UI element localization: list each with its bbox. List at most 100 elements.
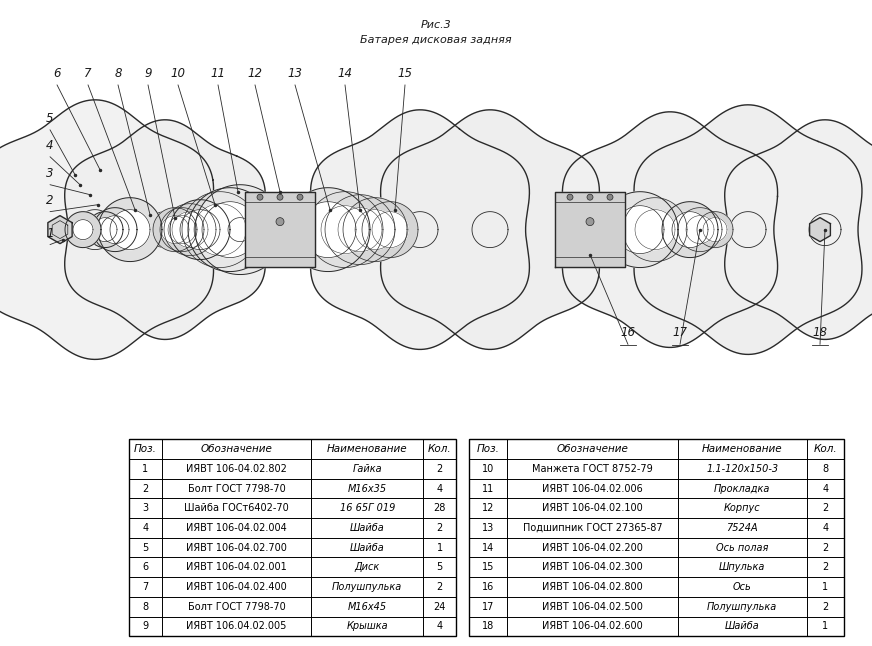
Text: 3: 3 — [46, 167, 54, 180]
Circle shape — [586, 218, 594, 225]
Text: M16x35: M16x35 — [348, 484, 387, 494]
Text: 2: 2 — [142, 484, 148, 494]
Polygon shape — [343, 198, 407, 262]
Polygon shape — [307, 192, 383, 267]
Text: 2: 2 — [46, 194, 54, 207]
Text: 11: 11 — [210, 67, 226, 80]
Text: Болт ГОСТ 7798-70: Болт ГОСТ 7798-70 — [187, 602, 285, 612]
Text: Корпус: Корпус — [724, 503, 760, 513]
Polygon shape — [87, 212, 123, 247]
Text: 24: 24 — [433, 602, 446, 612]
Text: 15: 15 — [398, 67, 412, 80]
Text: 10: 10 — [481, 464, 494, 474]
Text: 2: 2 — [822, 563, 828, 572]
Polygon shape — [93, 207, 137, 251]
Polygon shape — [380, 110, 599, 349]
Text: ИЯВТ 106-04.02.700: ИЯВТ 106-04.02.700 — [186, 543, 287, 552]
Text: 10: 10 — [171, 67, 186, 80]
Polygon shape — [0, 100, 214, 359]
Text: Обозначение: Обозначение — [201, 444, 272, 454]
Text: 2: 2 — [437, 582, 443, 592]
Text: 3: 3 — [142, 503, 148, 513]
Polygon shape — [623, 198, 687, 262]
Circle shape — [297, 194, 303, 200]
Text: Ось: Ось — [733, 582, 752, 592]
Polygon shape — [160, 207, 204, 251]
Polygon shape — [48, 216, 72, 244]
Text: 1: 1 — [822, 582, 828, 592]
Polygon shape — [180, 210, 220, 249]
Polygon shape — [809, 218, 830, 242]
Text: 4: 4 — [46, 139, 54, 152]
Text: 8: 8 — [822, 464, 828, 474]
Polygon shape — [634, 105, 862, 355]
Polygon shape — [662, 202, 718, 258]
Polygon shape — [372, 212, 408, 247]
Text: Прокладка: Прокладка — [714, 484, 771, 494]
Polygon shape — [98, 198, 162, 262]
Text: Рис.3: Рис.3 — [420, 20, 452, 30]
Text: 9: 9 — [144, 67, 152, 80]
Polygon shape — [101, 216, 129, 244]
Text: 4: 4 — [142, 523, 148, 533]
Text: Шайба: Шайба — [350, 543, 385, 552]
Circle shape — [277, 194, 283, 200]
Polygon shape — [703, 218, 727, 242]
Text: Шайба: Шайба — [725, 621, 760, 631]
Circle shape — [567, 194, 573, 200]
Polygon shape — [672, 212, 708, 247]
Polygon shape — [93, 218, 117, 242]
Text: 11: 11 — [481, 484, 494, 494]
Text: Ось полая: Ось полая — [716, 543, 768, 552]
Text: ИЯВТ 106-04.02.500: ИЯВТ 106-04.02.500 — [542, 602, 643, 612]
Polygon shape — [182, 192, 258, 267]
Polygon shape — [110, 210, 150, 249]
Polygon shape — [325, 194, 395, 265]
Text: Шпулька: Шпулька — [719, 563, 766, 572]
Text: 8: 8 — [114, 67, 122, 80]
Circle shape — [607, 194, 613, 200]
Text: Крышка: Крышка — [346, 621, 388, 631]
Text: ИЯВТ 106-04.02.006: ИЯВТ 106-04.02.006 — [542, 484, 643, 494]
Circle shape — [276, 218, 284, 225]
Text: 13: 13 — [481, 523, 494, 533]
Polygon shape — [161, 216, 189, 244]
Text: ИЯВТ 106-04.02.200: ИЯВТ 106-04.02.200 — [542, 543, 643, 552]
Polygon shape — [153, 207, 197, 251]
Text: 8: 8 — [142, 602, 148, 612]
Text: 7: 7 — [85, 67, 92, 80]
Text: Подшипник ГОСТ 27365-87: Подшипник ГОСТ 27365-87 — [522, 523, 662, 533]
Text: 1: 1 — [822, 621, 828, 631]
Text: Диск: Диск — [355, 562, 380, 572]
Polygon shape — [686, 216, 714, 244]
Polygon shape — [170, 200, 230, 260]
Text: ИЯВТ 106-04.02.100: ИЯВТ 106-04.02.100 — [542, 503, 643, 513]
Polygon shape — [228, 218, 252, 242]
Text: 5: 5 — [437, 563, 443, 572]
Polygon shape — [635, 210, 675, 249]
Text: Наименование: Наименование — [702, 444, 783, 454]
Text: 5: 5 — [142, 543, 148, 552]
Polygon shape — [194, 203, 246, 256]
Circle shape — [257, 194, 263, 200]
Text: 1.1-120x150-3: 1.1-120x150-3 — [706, 464, 779, 474]
Text: 17: 17 — [672, 326, 687, 339]
Text: Шайба: Шайба — [350, 523, 385, 533]
Text: 1: 1 — [46, 227, 54, 240]
Text: Гайка: Гайка — [352, 464, 382, 474]
Polygon shape — [555, 193, 625, 267]
Text: 15: 15 — [481, 563, 494, 572]
Polygon shape — [616, 205, 664, 254]
Circle shape — [587, 194, 593, 200]
Polygon shape — [321, 205, 369, 254]
Text: 14: 14 — [337, 67, 352, 80]
Text: ИЯВТ 106-04.02.600: ИЯВТ 106-04.02.600 — [542, 621, 643, 631]
Text: 2: 2 — [822, 543, 828, 552]
Polygon shape — [202, 202, 258, 258]
Text: 2: 2 — [822, 602, 828, 612]
Polygon shape — [172, 212, 208, 247]
Text: Обозначение: Обозначение — [556, 444, 628, 454]
Text: 9: 9 — [142, 621, 148, 631]
Text: 16: 16 — [481, 582, 494, 592]
Text: Кол.: Кол. — [428, 444, 452, 454]
